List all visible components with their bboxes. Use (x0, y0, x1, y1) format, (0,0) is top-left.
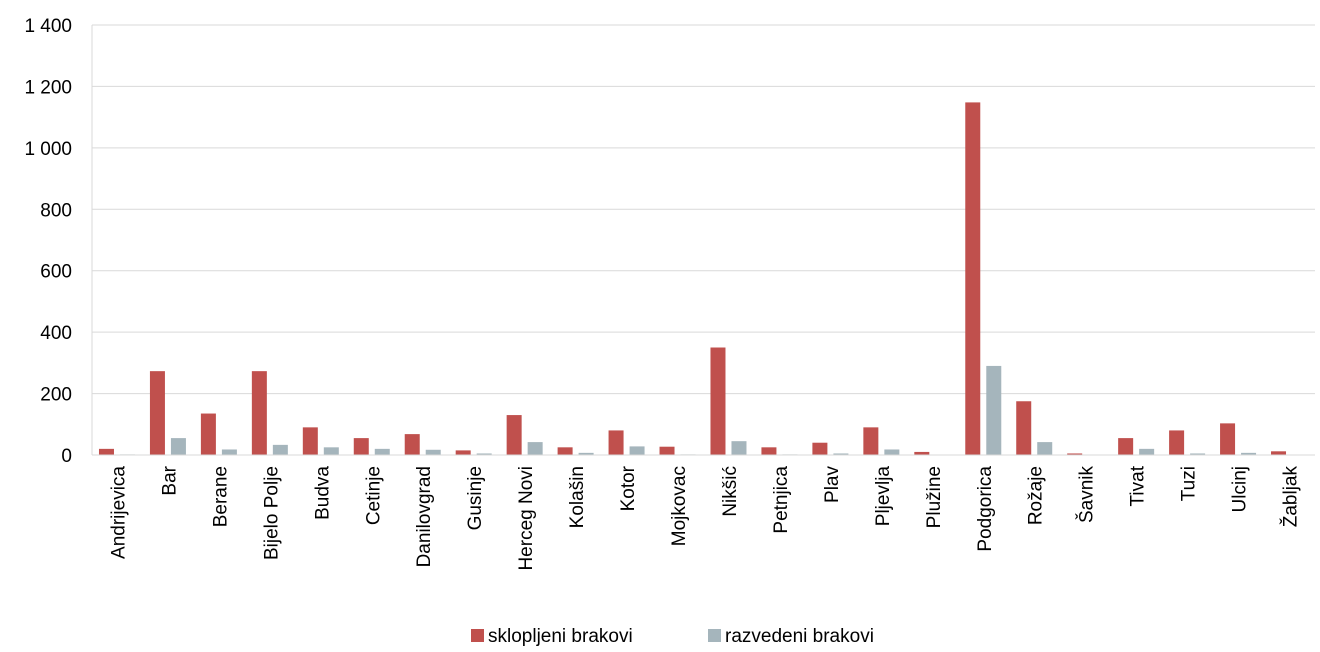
x-category-label: Budva (312, 466, 333, 520)
gridlines (92, 24, 1315, 395)
legend-swatch-razvedeni (708, 629, 721, 642)
bar-sklopljeni (353, 438, 369, 455)
bar-razvedeni (170, 438, 186, 455)
x-category-label: Kotor (618, 465, 639, 511)
bar-sklopljeni (1016, 401, 1032, 455)
bar-razvedeni (272, 444, 288, 455)
bar-sklopljeni (1118, 438, 1134, 455)
x-category-label: Nikšić (720, 466, 741, 517)
x-category-label: Plav (822, 466, 843, 503)
legend: sklopljeni brakovi razvedeni brakovi (471, 626, 874, 647)
bar-sklopljeni (1220, 423, 1236, 455)
y-tick-label: 0 (61, 446, 72, 467)
x-category-label: Berane (210, 466, 231, 527)
bar-sklopljeni (863, 427, 879, 455)
bar-sklopljeni (557, 447, 573, 455)
x-category-label: Andrijevica (108, 466, 129, 559)
y-tick-label: 200 (40, 385, 72, 406)
bar-sklopljeni (761, 447, 777, 455)
bar-sklopljeni (965, 102, 981, 456)
bars (98, 102, 1308, 456)
bar-razvedeni (1139, 448, 1155, 455)
bar-sklopljeni (1169, 430, 1185, 455)
bar-razvedeni (425, 449, 441, 455)
bar-sklopljeni (302, 427, 318, 455)
x-category-label: Bar (159, 465, 180, 495)
legend-label-razvedeni: razvedeni brakovi (725, 626, 874, 647)
x-category-label: Herceg Novi (516, 466, 537, 571)
bar-sklopljeni (149, 371, 165, 455)
x-category-label: Pljevlja (873, 466, 894, 527)
x-category-label: Kolašin (567, 466, 588, 528)
y-tick-label: 1 000 (24, 139, 72, 160)
bar-razvedeni (1241, 452, 1257, 455)
y-tick-label: 1 200 (24, 77, 72, 98)
bar-sklopljeni (1271, 451, 1287, 455)
x-category-label: Rožaje (1026, 466, 1047, 525)
bar-sklopljeni (812, 442, 828, 455)
x-axis-categories: Andrijevica Bar Berane Bijelo Polje Budva Cet… (108, 465, 1301, 570)
bar-razvedeni (374, 448, 390, 455)
x-category-label: Podgorica (975, 466, 996, 552)
x-category-label: Danilovgrad (414, 466, 435, 567)
bar-razvedeni (833, 453, 849, 455)
x-category-label: Mojkovac (669, 466, 690, 546)
x-category-label: Ulcinj (1230, 466, 1251, 512)
x-category-label: Petnjica (771, 466, 792, 534)
bar-sklopljeni (251, 371, 267, 455)
bar-razvedeni (1190, 453, 1206, 455)
bar-razvedeni (578, 452, 594, 455)
x-category-label: Cetinje (363, 466, 384, 525)
bar-sklopljeni (659, 446, 675, 455)
x-category-label: Tivat (1128, 465, 1149, 506)
bar-sklopljeni (710, 347, 726, 455)
x-category-label: Gusinje (465, 466, 486, 530)
bar-sklopljeni (1067, 453, 1083, 455)
bar-razvedeni (629, 446, 645, 455)
bar-razvedeni (731, 441, 747, 455)
bar-sklopljeni (455, 450, 471, 455)
bar-razvedeni (323, 447, 339, 455)
bar-razvedeni (1037, 442, 1053, 455)
x-category-label: Žabljak (1280, 466, 1302, 528)
y-tick-label: 400 (40, 323, 72, 344)
bar-sklopljeni (404, 434, 420, 455)
legend-swatch-sklopljeni (471, 629, 484, 642)
x-category-label: Bijelo Polje (261, 466, 282, 560)
x-category-label: Tuzi (1179, 466, 1200, 501)
y-tick-label: 1 400 (24, 16, 72, 37)
legend-label-sklopljeni: sklopljeni brakovi (488, 626, 633, 647)
bar-sklopljeni (506, 415, 522, 455)
bar-sklopljeni (98, 448, 114, 455)
x-category-label: Plužine (924, 466, 945, 528)
bar-razvedeni (476, 453, 492, 455)
bar-razvedeni (221, 449, 237, 455)
x-category-label: Šavnik (1076, 466, 1098, 524)
bar-sklopljeni (200, 413, 216, 455)
bar-razvedeni (884, 449, 900, 455)
bar-razvedeni (527, 442, 543, 455)
bar-razvedeni (986, 365, 1002, 455)
y-axis-ticks: 0 200 400 600 800 1 000 1 200 1 400 (24, 16, 72, 467)
bar-sklopljeni (608, 430, 624, 455)
bar-sklopljeni (914, 451, 930, 455)
y-tick-label: 600 (40, 262, 72, 283)
y-tick-label: 800 (40, 200, 72, 221)
